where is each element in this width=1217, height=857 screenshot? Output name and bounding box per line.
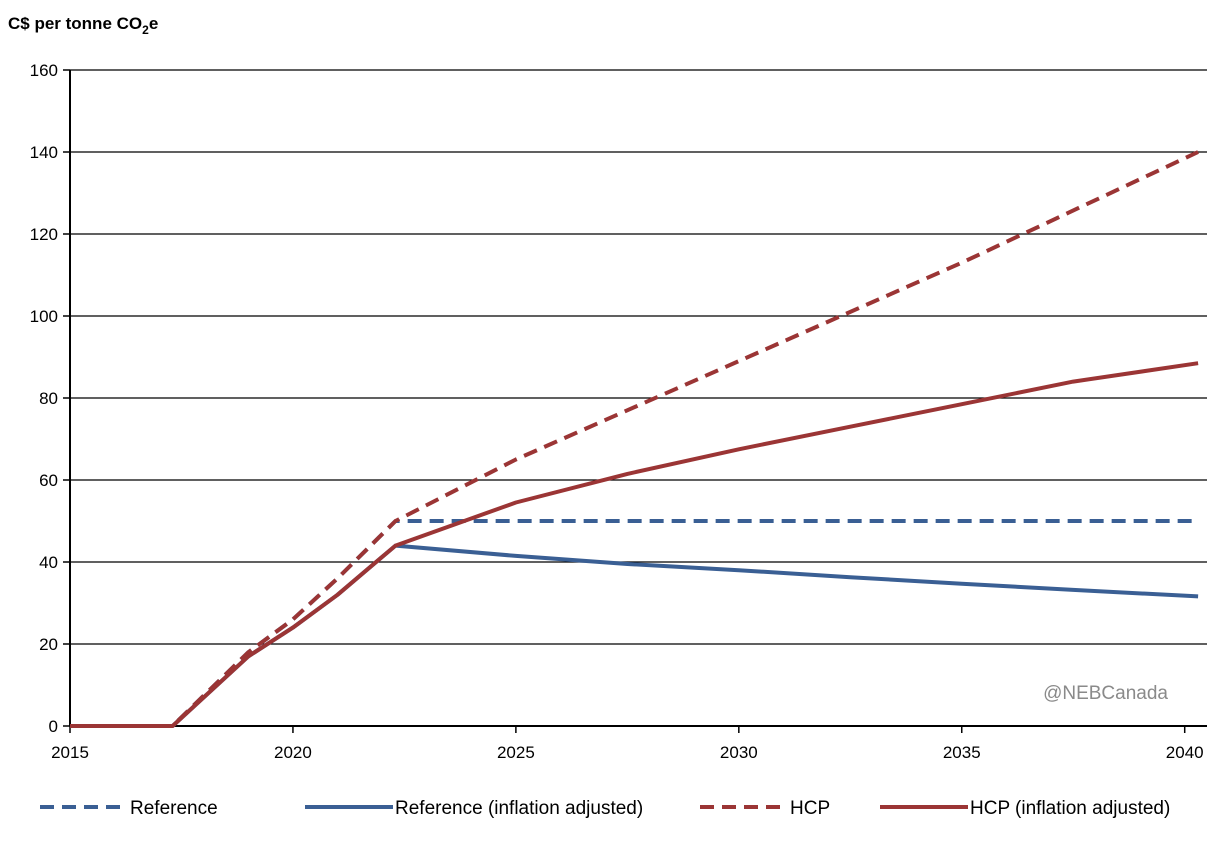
x-tick-label-2015: 2015 — [51, 743, 89, 762]
y-tick-label-0: 0 — [49, 717, 58, 736]
x-tick-labels: 2015 2020 2025 2030 2035 2040 — [51, 743, 1204, 762]
x-tick-label-2025: 2025 — [497, 743, 535, 762]
series-line-0 — [70, 519, 1199, 728]
y-tick-label-100: 100 — [30, 307, 58, 326]
series-group — [70, 150, 1199, 728]
x-tick-label-2040: 2040 — [1166, 743, 1204, 762]
y-tick-label-80: 80 — [39, 389, 58, 408]
y-tick-label-120: 120 — [30, 225, 58, 244]
grid — [70, 69, 1207, 645]
axes — [63, 69, 1207, 733]
legend-label-1: Reference (inflation adjusted) — [395, 798, 643, 819]
x-tick-label-2030: 2030 — [720, 743, 758, 762]
y-tick-labels: 0 20 40 60 80 100 120 140 160 — [30, 61, 58, 736]
series-line-2 — [70, 150, 1199, 728]
series-line-1 — [70, 543, 1199, 728]
y-tick-label-20: 20 — [39, 635, 58, 654]
y-tick-label-140: 140 — [30, 143, 58, 162]
legend-label-2: HCP — [790, 798, 830, 819]
series-line-3 — [70, 361, 1199, 728]
x-tick-label-2035: 2035 — [943, 743, 981, 762]
legend: Reference Reference (inflation adjusted) H… — [40, 798, 1170, 819]
y-axis-title: C$ per tonne CO2e — [8, 14, 158, 37]
y-tick-label-160: 160 — [30, 61, 58, 80]
y-tick-label-40: 40 — [39, 553, 58, 572]
legend-label-3: HCP (inflation adjusted) — [970, 798, 1170, 819]
x-tick-label-2020: 2020 — [274, 743, 312, 762]
legend-label-0: Reference — [130, 798, 218, 819]
y-tick-label-60: 60 — [39, 471, 58, 490]
watermark: @NEBCanada — [1043, 683, 1168, 704]
